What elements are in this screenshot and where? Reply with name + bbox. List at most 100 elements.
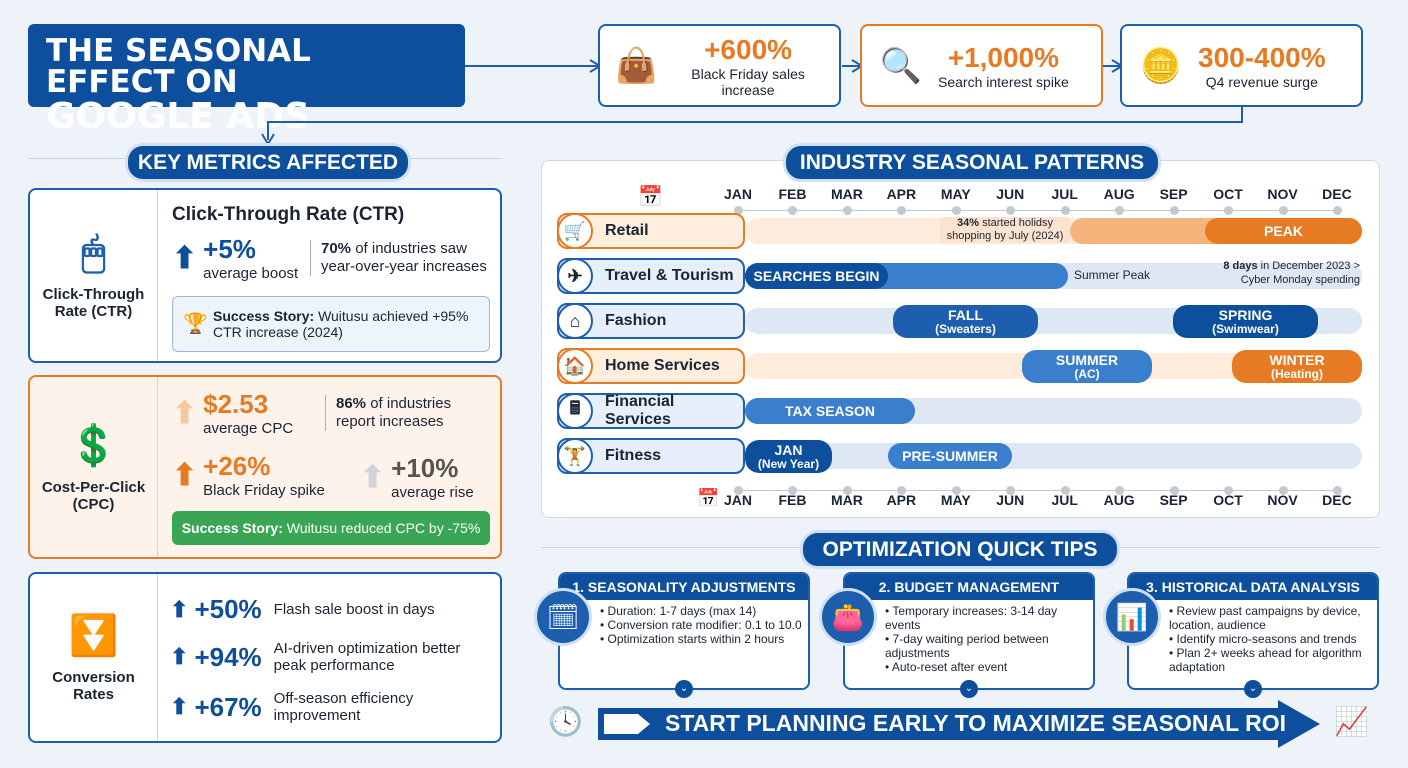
month-dot: [788, 206, 798, 215]
month-label: MAY: [940, 186, 971, 202]
fitness-jan-bar: JAN (New Year): [745, 440, 832, 473]
row-fitness: 🏋 Fitness: [557, 438, 745, 474]
arrow-up-icon: ⬆: [170, 694, 189, 719]
month-label: JAN: [723, 186, 752, 202]
month-label: APR: [886, 492, 917, 508]
fashion-fall-bar: FALL (Sweaters): [893, 305, 1038, 338]
month-label: OCT: [1213, 492, 1243, 508]
month-label: DEC: [1322, 492, 1352, 508]
ctr-industries-stat: 70% of industries saw year-over-year inc…: [310, 240, 490, 276]
month-dot: [897, 486, 907, 495]
tip-item: Optimization starts within 2 hours: [600, 632, 802, 646]
row-financial: 🖩 Financial Services: [557, 393, 745, 429]
key-metrics-header: KEY METRICS AFFECTED: [125, 143, 411, 182]
tip-item: Identify micro-seasons and trends: [1169, 632, 1371, 646]
month-dot: [1115, 486, 1125, 495]
month-dot: [1006, 206, 1016, 215]
fitness-track: [745, 443, 1362, 469]
month-dot: [842, 486, 852, 495]
travel-note: 8 days in December 2023 > Cyber Monday s…: [1223, 260, 1360, 286]
growth-chart-icon: 📈: [1334, 706, 1369, 737]
month-label: MAR: [830, 492, 863, 508]
arrow-up-icon: ⬆: [170, 596, 189, 622]
tip-card: 1. SEASONALITY ADJUSTMENTS🗓Duration: 1-7…: [534, 572, 810, 698]
home-summer-bar: SUMMER (AC): [1022, 350, 1152, 383]
house-icon: 🏠: [557, 348, 593, 384]
financial-tax-bar: TAX SEASON: [745, 398, 915, 424]
page-title: THE SEASONAL EFFECT ON GOOGLE ADS: [28, 24, 465, 136]
retail-note: 34% started holidsy shopping by July (20…: [940, 217, 1070, 243]
calendar-gear-icon: 🗓: [534, 588, 592, 646]
month-dot: [1224, 486, 1234, 495]
month-dot: [1224, 206, 1234, 215]
month-dot: [788, 486, 798, 495]
cpc-industries-stat: 86% of industries report increases: [325, 395, 485, 431]
coins-icon: 🪙: [1139, 46, 1183, 85]
month-label: AUG: [1103, 186, 1135, 202]
analytics-chart-icon: 📊: [1103, 588, 1161, 646]
month-dot: [1278, 486, 1288, 495]
month-dot: [1169, 206, 1179, 215]
tip-item: Review past campaigns by device, locatio…: [1169, 604, 1371, 632]
home-winter-bar: WINTER (Heating): [1232, 350, 1362, 383]
chevron-down-icon[interactable]: ⌄: [960, 680, 978, 698]
dumbbell-icon: 🏋: [557, 438, 593, 474]
hanger-icon: ⌂: [557, 303, 593, 339]
stat-card-black-friday: 👜 +600% Black Friday sales increase: [598, 24, 841, 107]
month-label: MAY: [940, 492, 971, 508]
month-label: JAN: [723, 492, 752, 508]
arrow-up-icon: ⬆: [170, 644, 189, 669]
month-label: SEP: [1159, 492, 1188, 508]
month-dot: [1060, 206, 1070, 215]
chevron-down-icon[interactable]: ⌄: [675, 680, 693, 698]
trophy-icon: 🏆: [183, 313, 208, 335]
retail-peak-bar: PEAK: [1205, 218, 1362, 244]
month-dot: [1169, 486, 1179, 495]
row-retail: 🛒 Retail: [557, 213, 745, 249]
month-label: SEP: [1159, 186, 1188, 202]
month-label: FEB: [778, 186, 807, 202]
conversion-panel: ⏬ Conversion Rates ⬆ +50% Flash sale boost …: [28, 572, 502, 743]
travel-searches-bar: SEARCHES BEGIN: [745, 263, 888, 289]
month-label: AUG: [1103, 492, 1135, 508]
wallet-icon: 👛: [819, 588, 877, 646]
tip-item: Conversion rate modifier: 0.1 to 10.0: [600, 618, 802, 632]
month-dot: [1278, 206, 1288, 215]
cursor-click-icon: 🖱: [81, 231, 106, 275]
month-label: NOV: [1267, 492, 1298, 508]
funnel-icon: ⏬: [68, 614, 119, 658]
tip-item: Plan 2+ weeks ahead for algorithm adapta…: [1169, 646, 1371, 674]
month-dot: [1332, 486, 1342, 495]
arrow-up-icon: ⬆: [172, 241, 198, 275]
month-dot: [897, 206, 907, 215]
arrow-up-icon: ⬆: [172, 396, 198, 430]
month-label: JUL: [1051, 186, 1078, 202]
month-dot: [842, 206, 852, 215]
ctr-title: Click-Through Rate (CTR): [172, 204, 405, 225]
stat-card-search-interest: 🔍 +1,000% Search interest spike: [860, 24, 1103, 107]
shopping-bag-icon: 👜: [615, 46, 658, 85]
clock-icon: 🕓: [548, 706, 583, 737]
fitness-presummer-bar: PRE-SUMMER: [888, 443, 1012, 469]
tip-item: 7-day waiting period between adjustments: [885, 632, 1087, 660]
arrow-up-icon: ⬆: [360, 460, 386, 494]
banner-text: START PLANNING EARLY TO MAXIMIZE SEASONA…: [665, 710, 1287, 736]
month-label: DEC: [1322, 186, 1352, 202]
cart-icon: 🛒: [557, 213, 593, 249]
tips-header: OPTIMIZATION QUICK TIPS: [800, 530, 1120, 569]
tip-item: Duration: 1-7 days (max 14): [600, 604, 802, 618]
month-label: FEB: [778, 492, 807, 508]
month-dot: [1006, 486, 1016, 495]
banner-arrow: [598, 700, 1320, 748]
month-dot: [1332, 206, 1342, 215]
row-home: 🏠 Home Services: [557, 348, 745, 384]
tip-card: 2. BUDGET MANAGEMENT👛Temporary increases…: [819, 572, 1095, 698]
month-label: APR: [886, 186, 917, 202]
industry-header: INDUSTRY SEASONAL PATTERNS: [783, 143, 1161, 182]
month-dot: [951, 206, 961, 215]
calculator-icon: 🖩: [557, 393, 593, 429]
fashion-spring-bar: SPRING (Swimwear): [1173, 305, 1318, 338]
tip-item: Temporary increases: 3-14 day events: [885, 604, 1087, 632]
cpc-success-story: Success Story: Wuitusu reduced CPC by -7…: [172, 511, 490, 545]
chevron-down-icon[interactable]: ⌄: [1244, 680, 1262, 698]
